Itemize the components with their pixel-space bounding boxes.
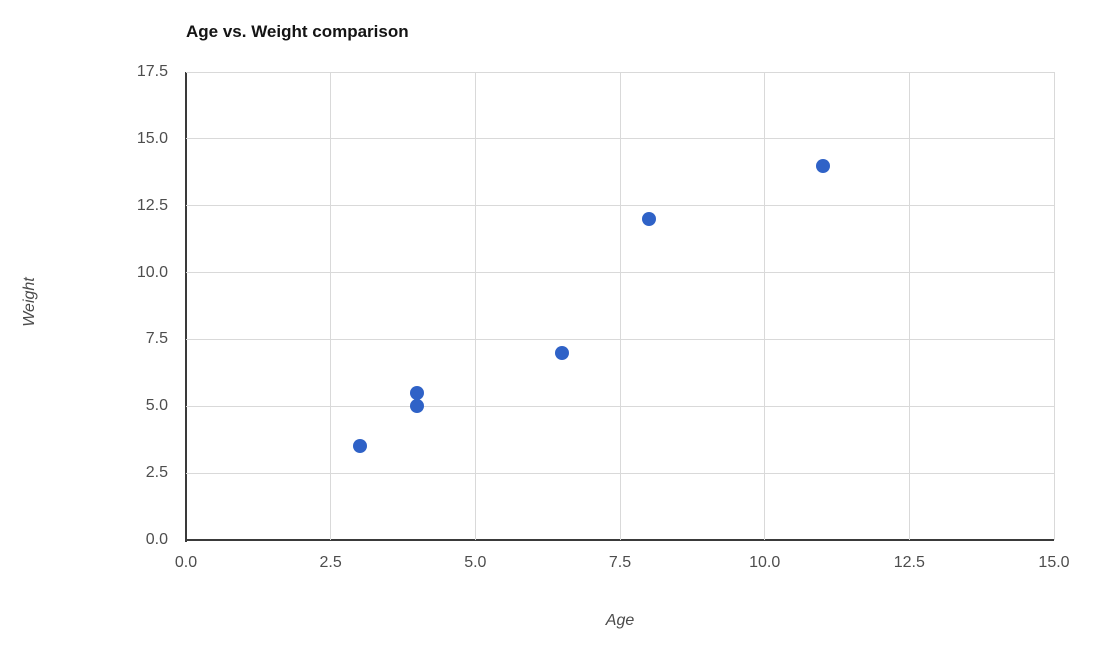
y-gridline xyxy=(186,71,1054,73)
data-point xyxy=(410,399,425,414)
y-gridline xyxy=(186,205,1054,207)
x-gridline xyxy=(764,72,766,540)
y-gridline xyxy=(186,405,1054,407)
x-axis-line xyxy=(185,539,1054,541)
y-tick-label: 10.0 xyxy=(136,263,168,281)
x-tick-label: 2.5 xyxy=(319,554,342,571)
x-gridline xyxy=(908,72,910,540)
y-gridline xyxy=(186,138,1054,140)
y-tick-label: 17.5 xyxy=(136,63,168,80)
plot-area xyxy=(186,71,1055,540)
y-gridline xyxy=(186,272,1054,274)
x-tick-label: 12.5 xyxy=(893,554,925,571)
data-point xyxy=(410,385,425,400)
x-tick-label: 10.0 xyxy=(749,554,781,571)
y-tick-label: 5.0 xyxy=(145,397,168,415)
y-axis-title: Weight xyxy=(21,277,38,327)
data-point xyxy=(352,439,367,454)
data-point xyxy=(555,345,570,360)
y-gridline xyxy=(186,338,1054,340)
y-axis-line xyxy=(185,72,187,542)
x-gridline xyxy=(619,72,621,540)
data-point xyxy=(641,212,656,227)
x-tick-label: 15.0 xyxy=(1038,554,1070,571)
x-gridline xyxy=(330,72,332,540)
x-tick-label: 5.0 xyxy=(464,554,487,571)
x-axis-title: Age xyxy=(605,612,635,629)
y-tick-label: 12.5 xyxy=(136,196,168,214)
y-tick-label: 0.0 xyxy=(145,531,168,548)
y-tick-label: 15.0 xyxy=(136,129,168,147)
data-point xyxy=(815,158,830,173)
x-gridline xyxy=(1053,72,1055,540)
x-gridline xyxy=(474,72,476,540)
x-tick-label: 7.5 xyxy=(608,554,632,571)
x-tick-label: 0.0 xyxy=(174,554,198,571)
y-tick-label: 7.5 xyxy=(145,330,168,348)
chart-title: Age vs. Weight comparison xyxy=(186,22,409,41)
y-gridline xyxy=(186,472,1054,474)
y-tick-label: 2.5 xyxy=(145,464,168,482)
